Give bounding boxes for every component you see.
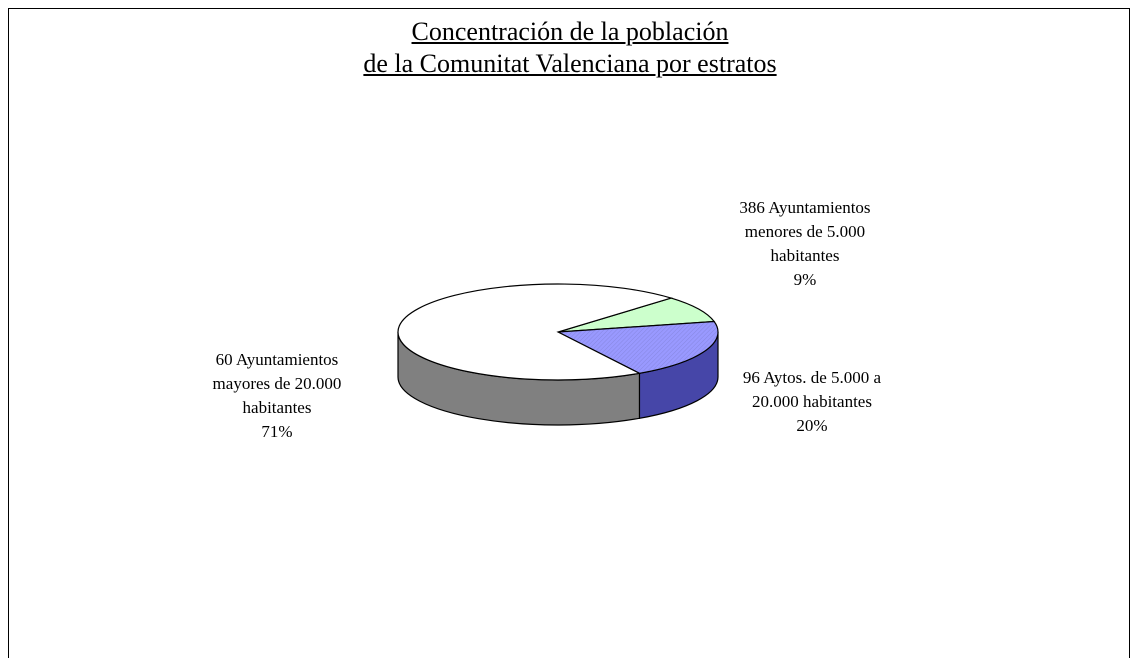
category-label: 96 Aytos. de 5.000 a 20.000 habitantes <box>742 368 882 411</box>
slice-label: 60 Ayuntamientos mayores de 20.000 habit… <box>157 348 397 444</box>
slice-texture <box>558 321 718 374</box>
category-label: 60 Ayuntamientos mayores de 20.000 habit… <box>212 350 342 417</box>
value-label: 20% <box>796 416 828 435</box>
value-label: 9% <box>793 270 817 289</box>
slice-label: 386 Ayuntamientos menores de 5.000 habit… <box>685 196 925 292</box>
chart-title: Concentración de la población de la Comu… <box>363 17 777 78</box>
chart-frame <box>8 8 1130 658</box>
category-label: 386 Ayuntamientos menores de 5.000 habit… <box>739 198 871 265</box>
value-label: 71% <box>261 422 293 441</box>
slice <box>397 283 674 381</box>
slice-label: 96 Aytos. de 5.000 a 20.000 habitantes 20… <box>692 366 932 438</box>
